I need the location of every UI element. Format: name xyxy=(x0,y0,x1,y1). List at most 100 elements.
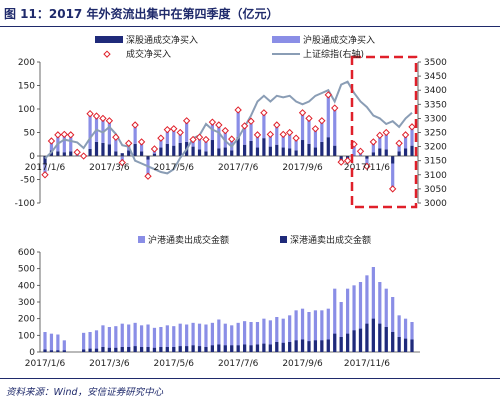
bottom-bar-hg xyxy=(288,315,292,352)
bottom-bar-sg xyxy=(255,344,260,352)
top-net-marker xyxy=(105,117,114,125)
top-net-marker xyxy=(182,117,191,125)
top-bar-hu xyxy=(62,134,66,153)
bottom-bar-hg xyxy=(249,322,253,352)
top-net-marker xyxy=(112,133,120,141)
bottom-bar-hg xyxy=(262,318,266,352)
bottom-bar-sg xyxy=(403,338,408,352)
top-bar-hu xyxy=(133,124,137,144)
top-net-marker xyxy=(150,145,159,153)
bottom-bar-hg xyxy=(82,332,86,352)
top-bar-sz xyxy=(397,151,401,156)
top-bar-hu xyxy=(185,120,189,142)
bottom-bar-hg xyxy=(403,318,408,352)
top-bar-hu xyxy=(217,124,221,149)
top-x-tick-label: 2017/1/6 xyxy=(25,163,66,173)
bottom-bar-sg xyxy=(56,350,60,352)
top-bar-hu xyxy=(210,122,215,141)
top-bar-hu xyxy=(101,118,105,143)
top-net-marker xyxy=(408,123,416,131)
top-bar-hu xyxy=(326,94,330,138)
bottom-bar-sg xyxy=(178,346,182,352)
top-right-tick-label: 3100 xyxy=(424,171,447,181)
top-bar-sz xyxy=(56,151,60,156)
top-bar-hu xyxy=(275,124,279,145)
bottom-bar-sg xyxy=(62,350,66,352)
top-bar-sz xyxy=(268,146,272,156)
bottom-bar-hg xyxy=(172,326,176,352)
top-bar-sz xyxy=(178,142,182,156)
top-bar-hu xyxy=(223,130,227,148)
top-net-marker xyxy=(343,157,352,165)
bottom-bar-sg xyxy=(346,333,350,352)
top-x-tick-label: 2017/11/6 xyxy=(344,163,390,173)
bottom-bar-sg xyxy=(94,348,99,352)
top-net-marker xyxy=(240,122,249,130)
bottom-bar-sg xyxy=(191,345,195,352)
top-right-tick-label: 3350 xyxy=(424,100,447,110)
top-bar-hu xyxy=(172,128,176,146)
top-net-marker xyxy=(73,148,81,156)
bottom-bar-hg xyxy=(378,282,382,352)
bottom-left-tick-label: 0 xyxy=(29,348,35,358)
top-bar-sz xyxy=(217,148,221,156)
top-bar-sz xyxy=(313,147,318,156)
top-right-tick-label: 3000 xyxy=(424,199,447,209)
top-bar-hu xyxy=(114,137,118,152)
top-bar-sz xyxy=(236,137,240,156)
top-bar-sz xyxy=(94,141,99,156)
legend-label-sg: 深港通卖出成交金额 xyxy=(290,234,371,246)
top-bar-hu xyxy=(268,134,272,147)
bottom-bar-sg xyxy=(133,346,137,352)
top-net-marker xyxy=(389,185,397,193)
source-note: 资料来源：Wind，安信证券研究中心 xyxy=(6,387,164,398)
bottom-bar-hg xyxy=(152,327,157,352)
top-net-marker xyxy=(144,172,152,180)
top-bar-hu xyxy=(410,126,414,146)
bottom-bar-sg xyxy=(120,347,124,352)
top-bar-sz xyxy=(339,156,343,161)
top-net-marker xyxy=(99,114,107,123)
bottom-bar-sg xyxy=(307,341,311,352)
top-bar-hu xyxy=(88,113,92,149)
top-bar-hu xyxy=(262,112,266,139)
top-net-marker xyxy=(266,130,275,139)
bottom-bar-hg xyxy=(62,340,66,352)
top-net-marker xyxy=(47,137,56,145)
bottom-bar-hg xyxy=(185,324,189,352)
bottom-bar-hg xyxy=(333,288,337,352)
top-bar-sz xyxy=(403,148,408,156)
top-bar-sz xyxy=(159,147,163,156)
top-bar-sz xyxy=(333,145,337,156)
top-bar-sz xyxy=(204,151,208,156)
bottom-bar-sg xyxy=(159,347,163,352)
top-bar-sz xyxy=(223,147,227,156)
top-bar-sz xyxy=(133,143,137,156)
top-bar-hu xyxy=(294,138,298,151)
top-right-tick-label: 3150 xyxy=(424,157,447,167)
bottom-bar-sg xyxy=(139,347,144,352)
legend-label-net: 成交净买入 xyxy=(126,48,171,60)
figure-title: 图 11：2017 年外资流出集中在第四季度（亿元） xyxy=(4,7,279,21)
bottom-bar-sg xyxy=(236,345,240,352)
top-net-marker xyxy=(170,125,178,133)
top-net-marker xyxy=(137,138,146,146)
bottom-x-tick-label: 2017/11/6 xyxy=(344,359,390,369)
top-bar-sz xyxy=(288,148,292,156)
source-bar: 资料来源：Wind，安信证券研究中心 xyxy=(0,378,500,406)
bottom-bar-sg xyxy=(146,347,150,352)
bottom-bar-hg xyxy=(223,323,227,352)
top-x-tick-label: 2017/7/6 xyxy=(218,163,259,173)
bottom-bar-sg xyxy=(204,347,208,352)
top-net-marker xyxy=(331,104,339,112)
top-right-tick-label: 3500 xyxy=(424,58,447,68)
bottom-bar-hg xyxy=(365,275,369,352)
bottom-bar-sg xyxy=(172,347,176,352)
q4-highlight-box xyxy=(350,55,418,209)
bottom-bar-hg xyxy=(268,320,272,352)
top-right-tick-label: 3300 xyxy=(424,114,447,124)
top-bar-hu xyxy=(333,108,337,146)
bottom-bar-hg xyxy=(210,322,215,352)
bottom-bar-hg xyxy=(326,308,330,352)
top-net-marker xyxy=(285,128,294,137)
